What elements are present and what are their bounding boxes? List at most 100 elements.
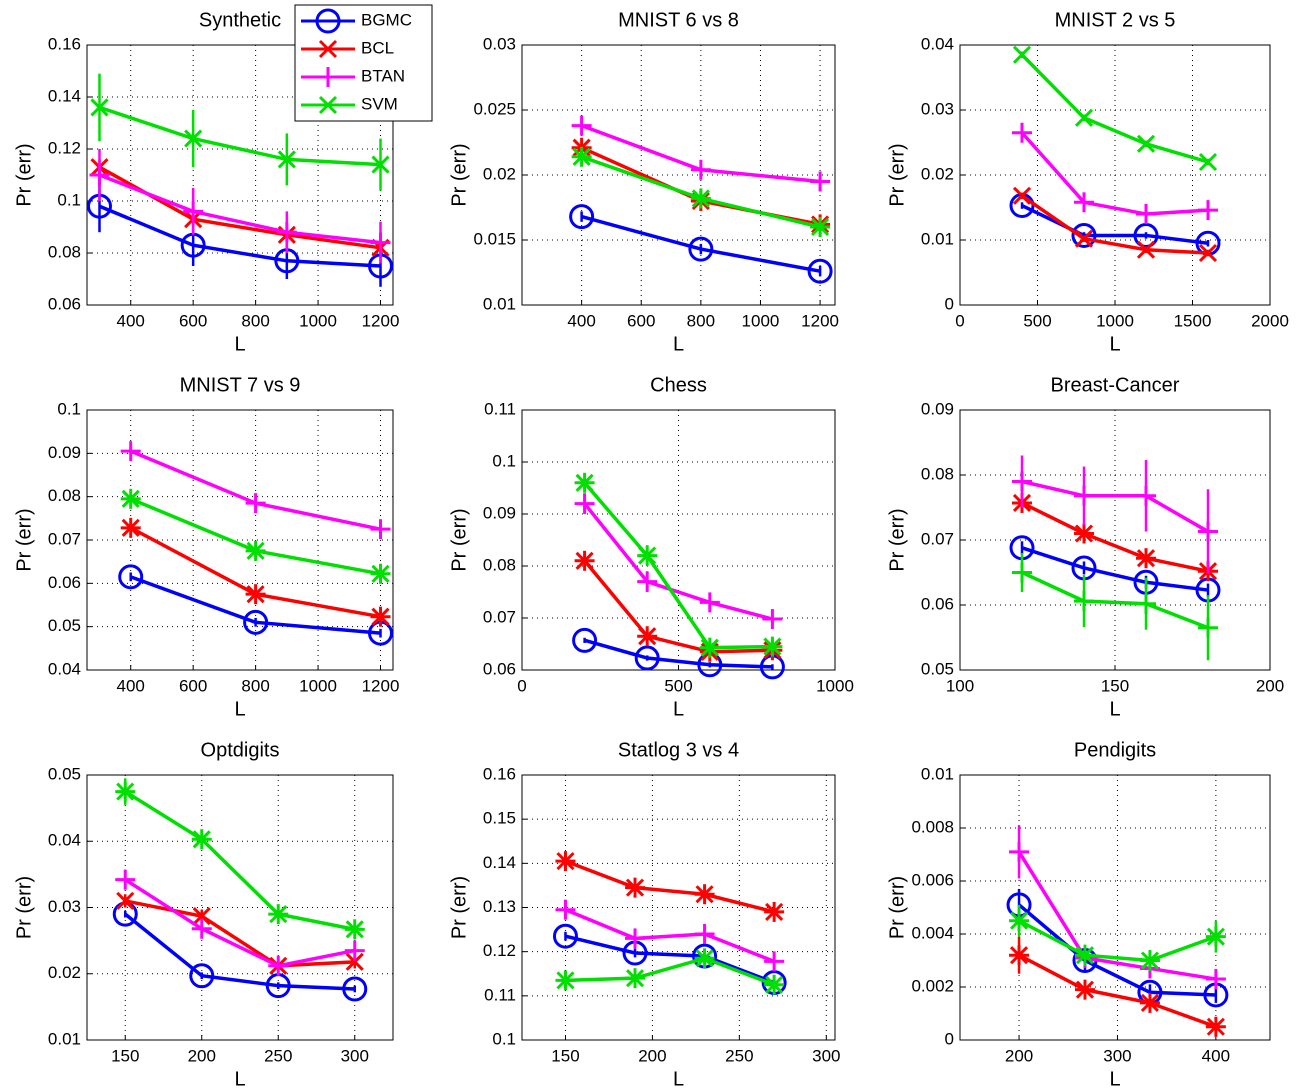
x-axis-label: L bbox=[1109, 333, 1120, 355]
marker-shape bbox=[1071, 222, 1097, 248]
marker bbox=[1074, 945, 1095, 966]
x-tick-label: 1200 bbox=[801, 311, 839, 330]
marker bbox=[342, 976, 368, 1002]
marker bbox=[1139, 950, 1160, 971]
marker bbox=[118, 564, 144, 590]
y-tick-label: 0.16 bbox=[48, 34, 81, 53]
marker bbox=[552, 923, 578, 949]
series-line bbox=[1021, 501, 1209, 573]
x-tick-label: 1000 bbox=[299, 676, 337, 695]
series-line bbox=[584, 638, 773, 669]
y-tick-label: 0.02 bbox=[921, 164, 954, 183]
marker bbox=[688, 236, 714, 262]
marker-shape bbox=[1012, 45, 1032, 64]
marker bbox=[370, 606, 391, 627]
subplot: 400 600 800 1000 1200 0.04 0.05 0.06 0.07 0.08 0.0… bbox=[13, 374, 399, 720]
subplot: 200 300 400 0 0.002 0.004 0.006 0.008 0.01 Pendig… bbox=[886, 739, 1271, 1090]
y-tick-label: 0.015 bbox=[473, 229, 516, 248]
marker bbox=[574, 550, 595, 571]
x-tick-label: 0 bbox=[955, 311, 964, 330]
marker bbox=[89, 165, 110, 185]
y-axis-label: Pr (err) bbox=[886, 876, 908, 939]
marker bbox=[764, 974, 785, 995]
subplot: 100 150 200 0.05 0.06 0.07 0.08 0.09 Breast-Canc… bbox=[886, 374, 1284, 720]
marker bbox=[276, 222, 297, 243]
x-axis-label: L bbox=[673, 1068, 684, 1090]
marker-shape bbox=[192, 907, 211, 926]
marker bbox=[370, 563, 391, 584]
marker bbox=[574, 493, 595, 514]
marker bbox=[318, 67, 338, 87]
marker bbox=[690, 159, 711, 180]
x-tick-label: 1000 bbox=[1096, 311, 1134, 330]
y-tick-label: 0.04 bbox=[921, 34, 954, 53]
marker bbox=[315, 8, 341, 34]
x-axis-label: L bbox=[673, 698, 684, 720]
marker bbox=[625, 928, 646, 949]
series-line bbox=[1017, 903, 1216, 997]
marker bbox=[1136, 548, 1156, 569]
marker bbox=[694, 924, 715, 944]
chart-title: Synthetic bbox=[199, 9, 281, 31]
series-line bbox=[1021, 194, 1209, 255]
marker bbox=[1133, 222, 1159, 248]
plot-frame bbox=[521, 774, 836, 1041]
series-line bbox=[1021, 479, 1209, 534]
marker bbox=[1136, 134, 1156, 153]
marker bbox=[1012, 186, 1032, 205]
x-axis-label: L bbox=[1109, 698, 1120, 720]
marker bbox=[764, 951, 785, 972]
x-tick-label: 150 bbox=[1101, 676, 1129, 695]
x-axis-label: L bbox=[673, 333, 684, 355]
x-tick-label: 200 bbox=[188, 1046, 216, 1065]
x-tick-label: 250 bbox=[264, 1046, 292, 1065]
marker bbox=[268, 955, 289, 976]
x-tick-label: 400 bbox=[1202, 1046, 1230, 1065]
y-tick-label: 0.02 bbox=[48, 963, 81, 982]
marker-shape bbox=[572, 627, 598, 653]
series-line bbox=[1018, 919, 1217, 963]
x-tick-label: 800 bbox=[241, 311, 269, 330]
y-tick-label: 0 bbox=[945, 294, 954, 313]
marker bbox=[184, 129, 203, 148]
x-tick-label: 400 bbox=[117, 676, 145, 695]
series-line bbox=[583, 502, 773, 621]
y-tick-label: 0.12 bbox=[48, 138, 81, 157]
plot-frame bbox=[86, 774, 394, 1041]
marker bbox=[1012, 122, 1032, 143]
x-tick-label: 600 bbox=[179, 676, 207, 695]
marker-shape bbox=[1012, 186, 1032, 205]
y-tick-label: 0.05 bbox=[921, 659, 954, 678]
marker bbox=[1198, 617, 1218, 638]
y-tick-label: 0.03 bbox=[48, 897, 81, 916]
plot-frame bbox=[521, 409, 836, 671]
marker bbox=[555, 899, 576, 920]
y-tick-label: 0.15 bbox=[483, 809, 516, 828]
series-line bbox=[565, 956, 775, 987]
chart-title: MNIST 6 vs 8 bbox=[618, 9, 739, 31]
marker bbox=[1136, 204, 1156, 224]
x-tick-label: 600 bbox=[627, 311, 655, 330]
marker bbox=[1205, 926, 1226, 947]
marker bbox=[245, 584, 266, 605]
marker bbox=[1205, 1016, 1226, 1037]
marker bbox=[1198, 200, 1218, 221]
marker bbox=[277, 150, 296, 169]
x-tick-label: 800 bbox=[687, 311, 715, 330]
chart-title: Chess bbox=[650, 374, 707, 396]
plot-frame bbox=[959, 44, 1271, 306]
plot-frame bbox=[959, 774, 1271, 1041]
marker bbox=[1074, 229, 1094, 248]
x-tick-label: 1500 bbox=[1174, 311, 1212, 330]
marker bbox=[810, 171, 831, 192]
y-tick-label: 0.03 bbox=[921, 99, 954, 118]
marker bbox=[1205, 969, 1226, 990]
x-tick-label: 1000 bbox=[742, 311, 780, 330]
y-tick-label: 0.08 bbox=[921, 464, 954, 483]
y-tick-label: 0.01 bbox=[921, 229, 954, 248]
marker-shape bbox=[1136, 240, 1156, 259]
marker bbox=[694, 884, 715, 905]
y-tick-label: 0.08 bbox=[48, 242, 81, 261]
x-tick-label: 0 bbox=[517, 676, 526, 695]
marker bbox=[191, 829, 212, 850]
